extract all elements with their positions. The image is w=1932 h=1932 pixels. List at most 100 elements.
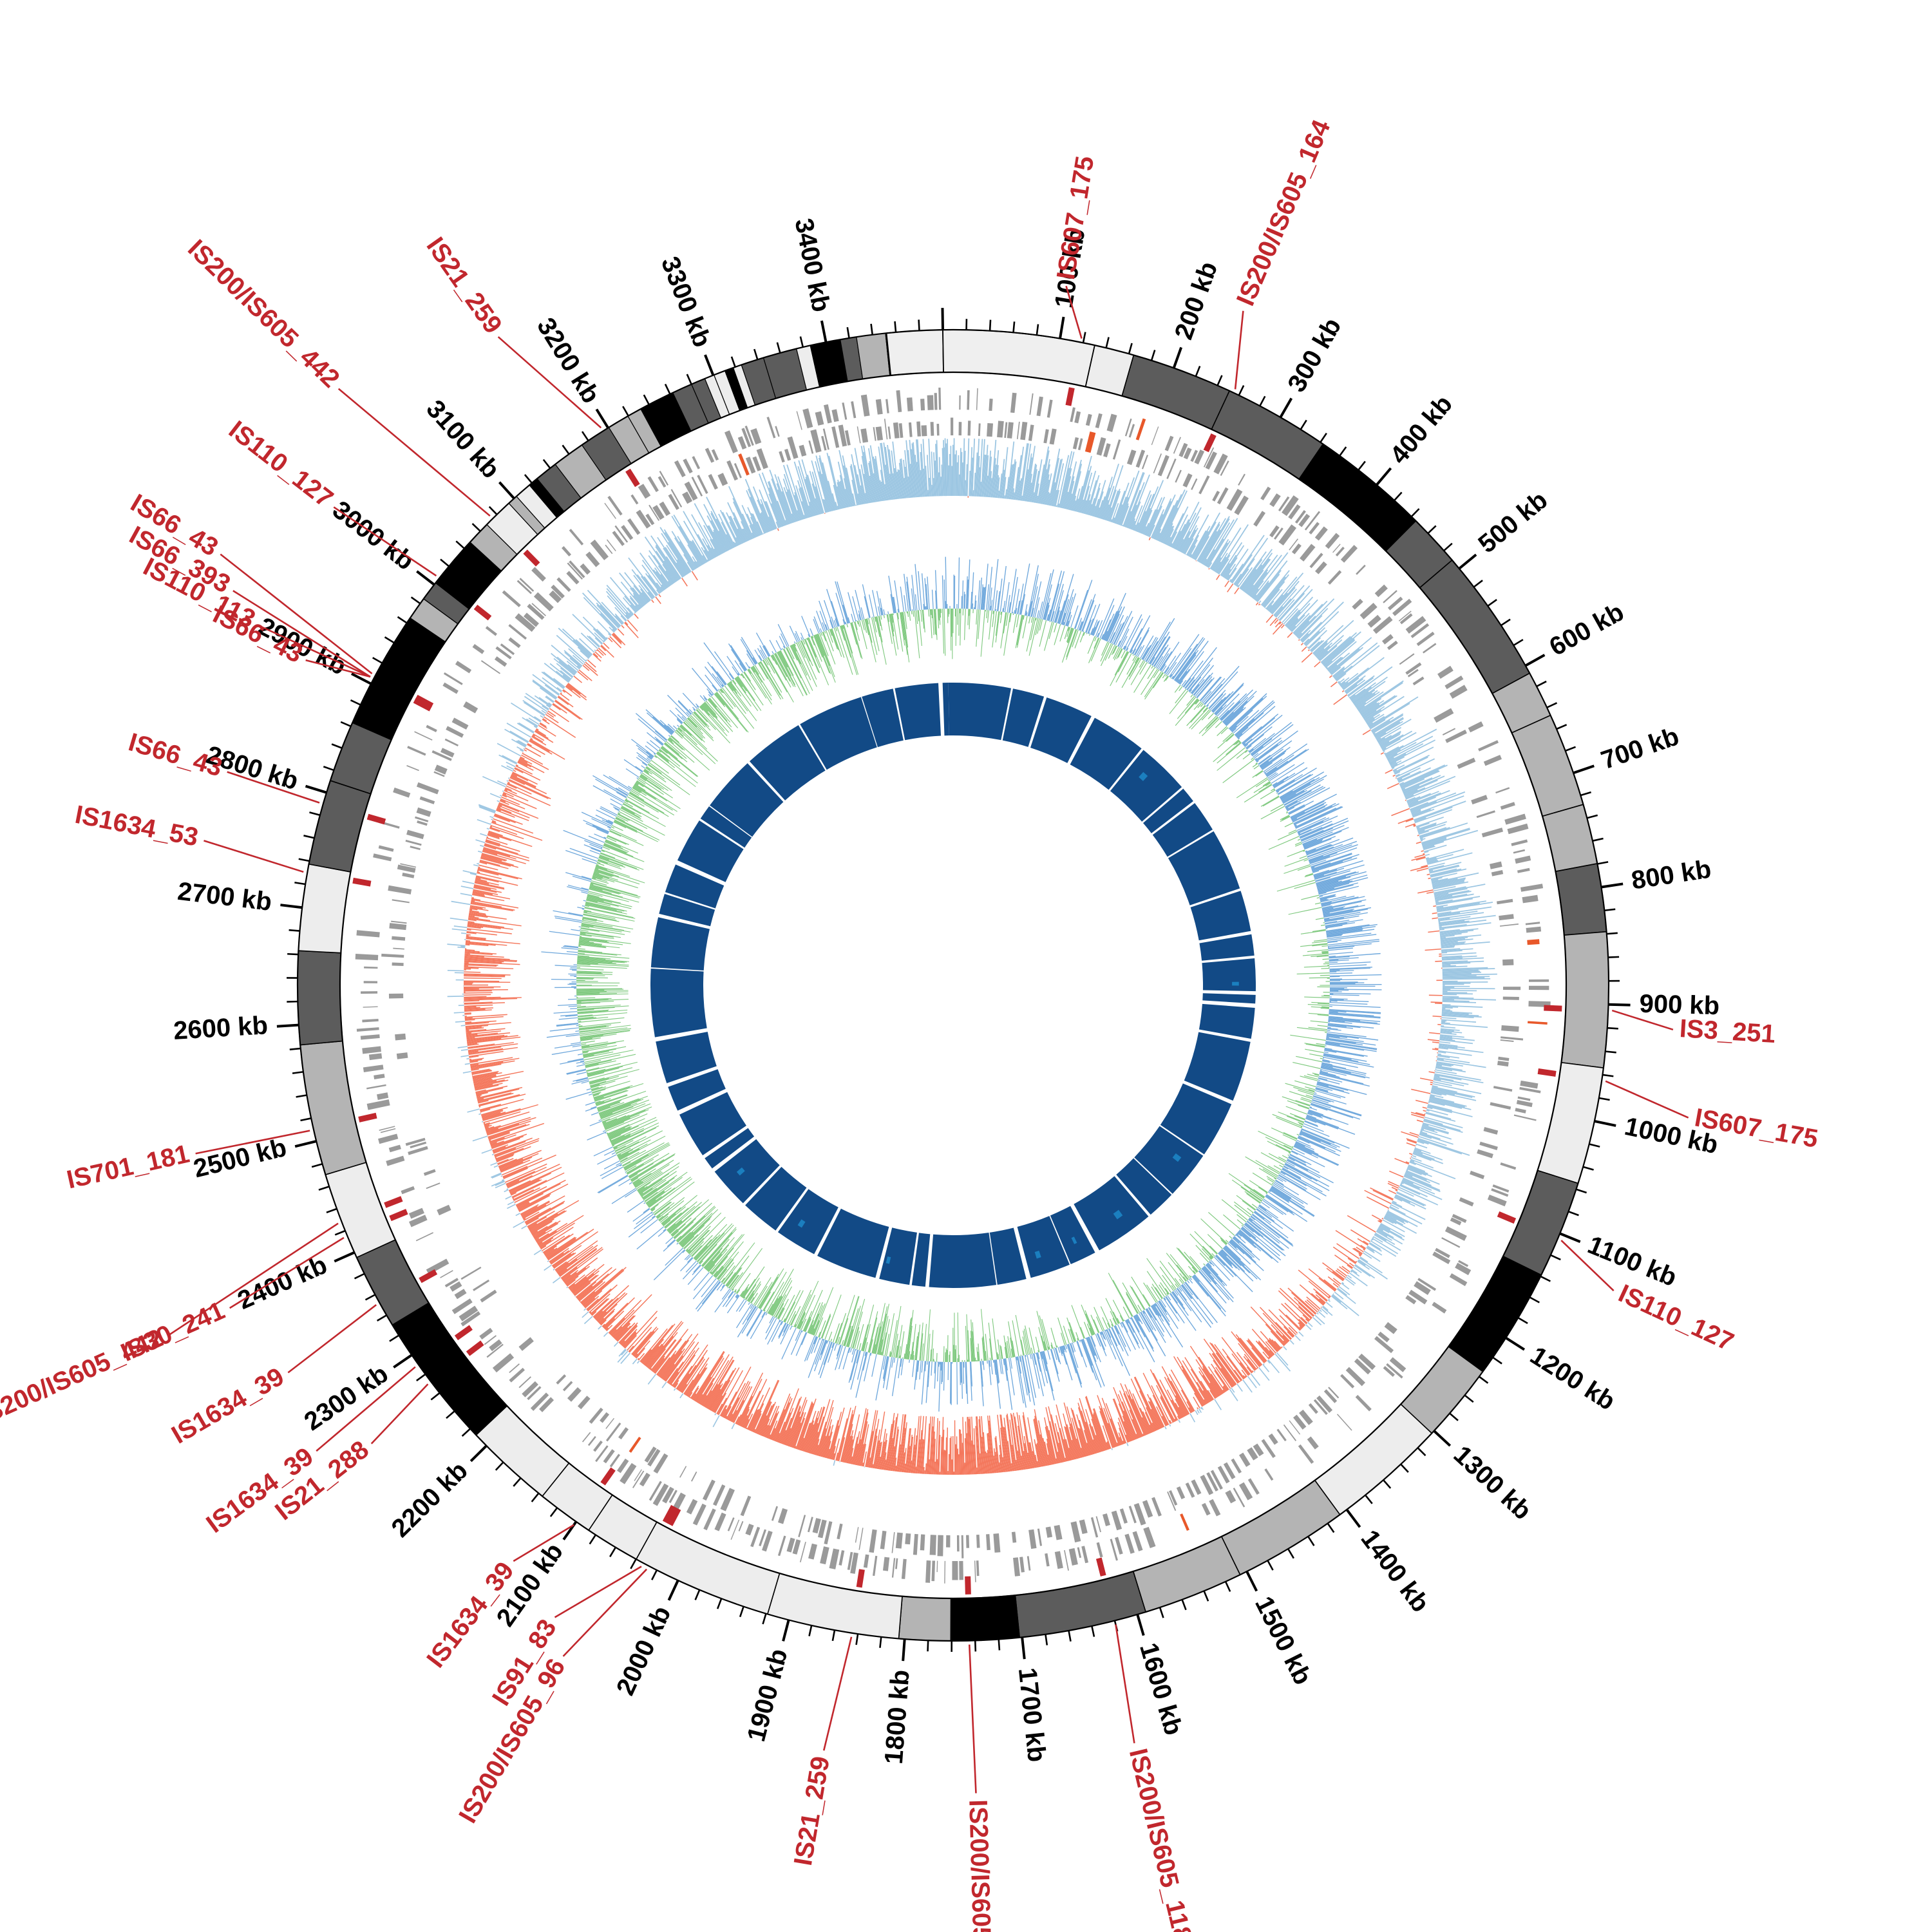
gc-content-bar — [539, 1240, 552, 1248]
gc-content-bar — [602, 1302, 629, 1328]
gc-content-bar — [1135, 1376, 1160, 1430]
cds-feature — [388, 993, 404, 999]
gc-skew-bar — [1124, 646, 1127, 650]
gc-content-bar — [1307, 1321, 1313, 1327]
gc-content-bar — [1410, 792, 1457, 811]
gc-content-bar — [468, 1046, 518, 1056]
gc-content-bar — [475, 1084, 499, 1091]
gc-content-bar — [1348, 696, 1350, 698]
gc-skew-bar — [1104, 1330, 1112, 1345]
gc-content-bar — [1194, 1392, 1203, 1407]
gc-content-bar — [1408, 1165, 1428, 1175]
gc-content-bar — [1407, 791, 1439, 804]
gc-content-bar — [1153, 500, 1172, 540]
gc-content-bar — [676, 1344, 708, 1390]
gc-skew-bar — [1297, 866, 1311, 871]
gc-content-bar — [852, 1431, 860, 1464]
gc-content-bar — [1408, 790, 1450, 808]
gc-content-bar — [1422, 1106, 1427, 1109]
cds-feature — [726, 460, 739, 481]
gc-content-bar — [473, 885, 491, 890]
gc-skew-bar — [1185, 677, 1195, 689]
gc-content-bar — [583, 596, 616, 632]
gc-skew-bar — [1090, 1336, 1101, 1363]
gc-content-bar — [511, 773, 518, 777]
gc-skew-bar — [1316, 1085, 1333, 1091]
cds-feature — [1299, 1409, 1313, 1425]
gc-content-bar — [1242, 549, 1273, 591]
gc-content-bar — [920, 1439, 923, 1474]
gc-content-bar — [898, 1414, 905, 1472]
gc-content-bar — [754, 1379, 779, 1434]
gc-skew-bar — [1202, 677, 1226, 704]
gc-skew-bar — [1144, 672, 1164, 700]
gc-skew-bar — [1095, 620, 1103, 637]
gc-skew-bar — [1101, 641, 1108, 656]
gc-content-bar — [493, 816, 494, 818]
gc-skew-bar — [1328, 1019, 1380, 1025]
gc-content-bar — [1121, 524, 1123, 527]
cds-feature — [906, 397, 913, 412]
gc-content-bar — [1314, 620, 1354, 656]
gc-content-bar — [1414, 809, 1453, 824]
gc-content-bar — [469, 905, 483, 909]
gc-content-bar — [1280, 1346, 1283, 1349]
gc-content-bar — [1441, 1025, 1444, 1027]
gc-content-bar — [1390, 763, 1398, 768]
gc-content-bar — [1434, 893, 1449, 896]
gc-content-bar — [543, 1233, 574, 1254]
gc-content-bar — [623, 1332, 637, 1348]
gc-content-bar — [622, 1331, 637, 1347]
gc-content-bar — [585, 1295, 600, 1309]
gc-skew-bar — [1151, 665, 1153, 669]
gc-skew-bar — [1204, 665, 1240, 705]
gc-skew-bar — [1316, 955, 1329, 958]
cds-feature — [1332, 544, 1341, 553]
cds-feature — [1260, 486, 1271, 500]
cds-feature — [1225, 1490, 1236, 1504]
gc-content-bar — [478, 1113, 481, 1115]
gc-skew-bar — [1316, 897, 1320, 899]
gc-content-bar — [1401, 1131, 1419, 1138]
gc-content-bar — [1137, 511, 1146, 533]
cds-feature — [1198, 475, 1210, 495]
cds-feature — [437, 1204, 451, 1216]
gc-content-bar — [619, 1324, 638, 1344]
gc-skew-bar — [1049, 621, 1050, 623]
gc-content-bar — [513, 1187, 540, 1202]
gc-content-bar — [1430, 1094, 1444, 1099]
gc-content-bar — [1019, 443, 1029, 501]
gc-content-bar — [1103, 1408, 1118, 1447]
gc-skew-bar — [1252, 1213, 1293, 1245]
gc-content-bar — [1168, 1374, 1192, 1414]
gc-skew-bar — [953, 574, 954, 609]
gc-content-bar — [509, 1166, 562, 1192]
gc-content-bar — [1264, 589, 1280, 609]
gc-content-bar — [542, 719, 550, 724]
gc-content-bar — [1400, 770, 1439, 788]
gc-skew-bar — [1311, 1099, 1362, 1117]
gc-content-bar — [1168, 506, 1189, 547]
gc-content-bar — [473, 1079, 493, 1084]
cds-feature — [1444, 676, 1464, 690]
gc-content-bar — [1305, 1300, 1318, 1312]
gc-content-bar — [1012, 488, 1015, 500]
gc-content-bar — [469, 1056, 479, 1058]
gc-skew-bar — [1028, 618, 1039, 656]
gc-content-bar — [478, 864, 498, 871]
cds-feature — [913, 1533, 918, 1555]
cds-feature — [363, 981, 378, 983]
gc-skew-bar — [1320, 895, 1355, 904]
gc-content-bar — [1382, 1219, 1405, 1233]
gc-skew-bar — [1280, 815, 1290, 820]
cds-feature — [502, 590, 521, 607]
gc-content-bar — [498, 804, 502, 807]
gc-skew-bar — [1048, 622, 1054, 639]
gc-content-bar — [995, 1435, 1000, 1473]
gc-skew-bar — [1256, 760, 1259, 763]
gc-skew-bar — [1303, 840, 1323, 849]
gc-content-bar — [1334, 670, 1345, 679]
gc-content-bar — [873, 456, 881, 502]
gc-content-bar — [1000, 1427, 1006, 1472]
cds-feature — [406, 829, 424, 839]
